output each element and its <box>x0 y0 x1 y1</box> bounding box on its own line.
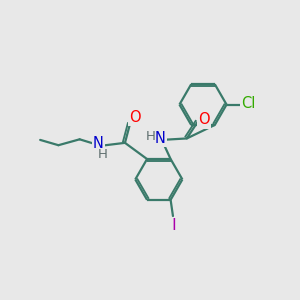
Text: Cl: Cl <box>242 97 256 112</box>
Text: H: H <box>146 130 155 143</box>
Text: O: O <box>198 112 210 128</box>
Text: N: N <box>93 136 104 151</box>
Text: O: O <box>129 110 140 125</box>
Text: H: H <box>98 148 108 160</box>
Text: N: N <box>155 131 166 146</box>
Text: I: I <box>171 218 176 233</box>
